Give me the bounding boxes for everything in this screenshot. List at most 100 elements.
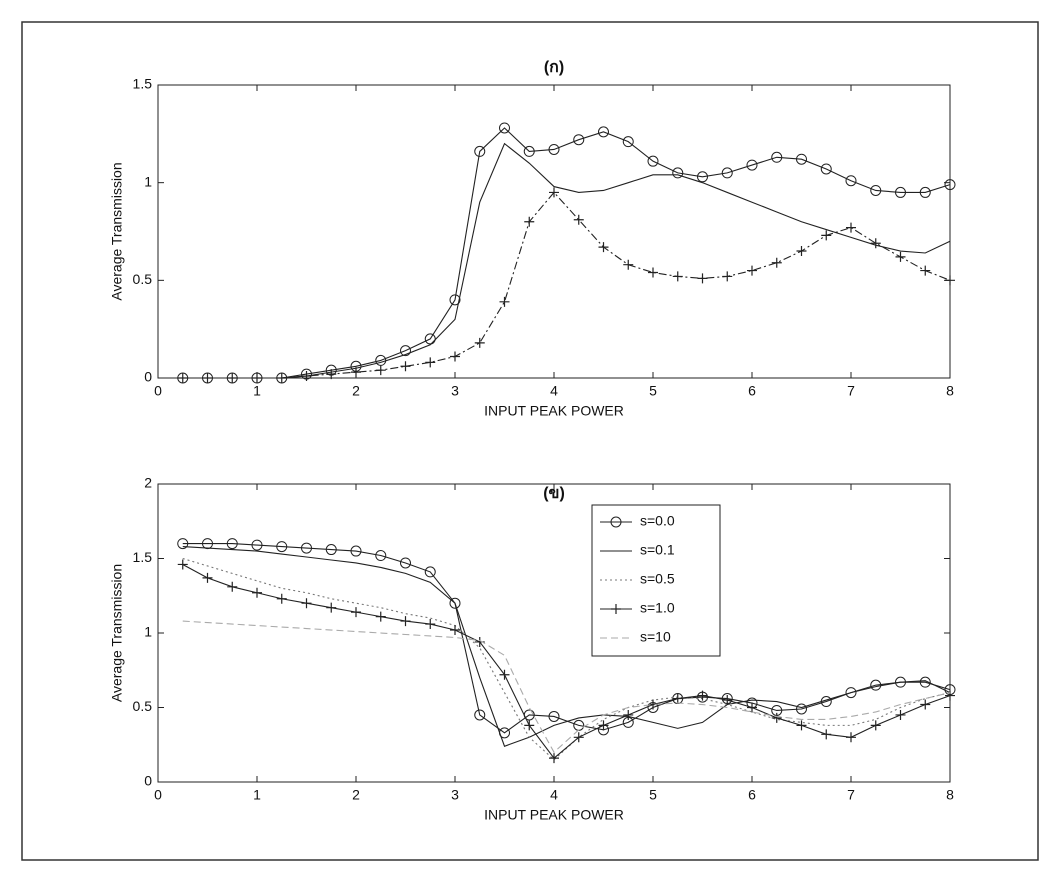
y-tick-label: 1.5 [133,76,153,92]
marker [474,709,486,721]
marker [622,136,634,148]
marker [747,702,757,713]
marker [697,273,708,284]
marker [573,214,584,225]
marker [251,539,263,551]
marker [301,542,312,554]
y-tick-label: 0.5 [133,698,153,714]
y-tick-label: 1.5 [133,549,153,565]
marker [796,246,807,257]
series-line [182,620,951,754]
marker [425,619,436,630]
x-tick-label: 2 [352,383,360,399]
marker [425,357,436,368]
x-tick-label: 8 [946,383,954,399]
y-tick-label: 0 [144,369,152,385]
marker [919,186,931,198]
y-tick-label: 0 [144,773,152,789]
marker [474,145,486,157]
marker [375,611,386,622]
marker [474,337,485,348]
marker [945,275,955,286]
marker [944,179,956,191]
marker [821,230,832,241]
x-tick-label: 5 [649,383,657,399]
y-axis-label: Average Transmission [109,564,125,702]
marker [351,607,361,618]
marker [449,597,461,609]
x-tick-label: 1 [253,383,261,399]
marker [424,566,436,578]
marker [276,541,288,553]
marker [499,669,510,680]
x-axis-label: INPUT PEAK POWER [484,403,624,419]
marker [846,222,856,233]
marker [796,720,807,731]
marker [227,373,238,383]
legend-box [591,504,721,657]
marker [870,720,881,731]
y-axis-label: Average Transmission [109,162,125,300]
marker [895,709,906,720]
x-tick-label: 7 [847,787,855,803]
x-tick-label: 2 [352,787,360,803]
marker [611,604,621,614]
series-line [182,142,951,379]
marker [821,729,832,740]
marker [177,373,188,383]
y-tick-label: 1 [144,624,152,640]
marker [350,545,362,557]
marker [400,345,411,357]
marker [747,265,757,276]
x-tick-label: 6 [748,787,756,803]
marker [820,163,832,175]
marker [672,167,684,179]
legend-label: s=0.5 [640,571,675,587]
marker [276,373,287,383]
y-tick-label: 1 [144,173,152,189]
legend-label: s=1.0 [640,600,675,616]
marker [375,550,387,562]
marker [226,538,238,550]
y-tick-label: 2 [144,475,152,491]
marker [771,151,783,163]
x-tick-label: 3 [451,787,459,803]
x-tick-label: 3 [451,383,459,399]
marker [919,676,931,688]
x-tick-label: 0 [154,787,162,803]
marker [697,171,708,183]
marker [252,373,262,383]
marker [796,153,807,165]
marker [920,699,931,710]
marker [549,753,559,764]
marker [177,559,188,570]
x-tick-label: 7 [847,383,855,399]
frame [21,21,1039,861]
legend-label: s=0.1 [640,542,675,558]
marker [573,732,584,743]
marker [227,581,238,592]
marker [623,709,634,720]
marker [252,587,262,598]
x-tick-label: 5 [649,787,657,803]
series-line [182,557,951,761]
marker [598,126,609,138]
marker [598,242,609,253]
marker [325,544,337,556]
marker [524,720,535,731]
legend-label: s=0.0 [640,513,675,529]
marker [524,216,535,227]
marker [400,557,411,569]
marker [202,572,213,583]
legend-label: s=10 [640,629,671,645]
chart-title: (ข) [543,485,565,502]
marker [326,602,337,613]
marker [598,720,609,731]
series-line [182,546,951,747]
marker [672,271,683,282]
marker [499,296,510,307]
marker [400,616,411,627]
marker [548,143,560,155]
marker [450,625,460,636]
